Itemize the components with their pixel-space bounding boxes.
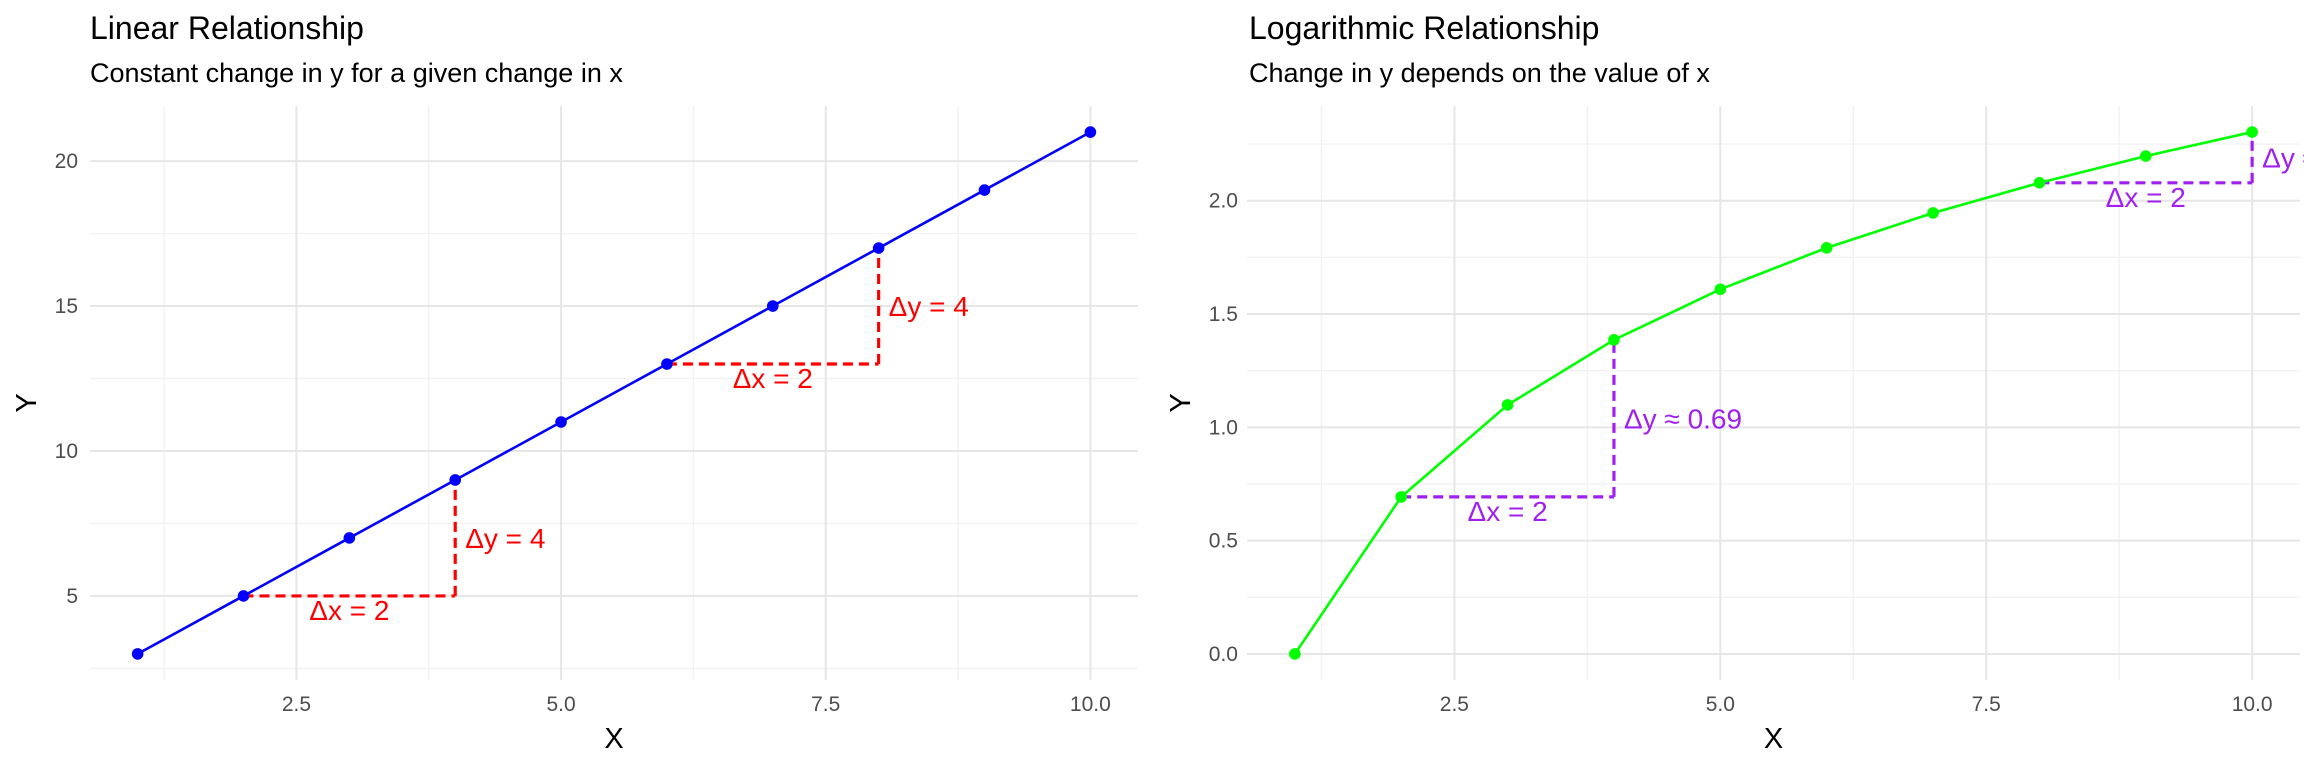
y-axis-title: Y	[1165, 393, 1197, 412]
y-tick-label: 0.0	[1209, 643, 1238, 666]
delta-y-label: Δy = 4	[465, 523, 545, 554]
x-axis-title: X	[1764, 723, 1783, 755]
x-tick-label: 2.5	[282, 693, 311, 716]
series-line	[137, 130, 1091, 656]
chart-subtitle: Constant change in y for a given change …	[90, 58, 623, 88]
x-tick-label: 7.5	[1972, 693, 2001, 716]
x-tick-label: 10.0	[1070, 693, 1111, 716]
y-tick-label: 1.0	[1209, 416, 1238, 439]
data-point	[1608, 334, 1620, 346]
series-line	[1293, 130, 2253, 655]
y-tick-label: 1.5	[1209, 303, 1238, 326]
data-point	[2139, 150, 2152, 162]
data-point	[1820, 242, 1833, 254]
delta-y-label: Δy ≈ 0.69	[1624, 403, 1742, 434]
y-tick-label: 0.5	[1209, 530, 1238, 553]
delta-x-label: Δx = 2	[1467, 496, 1547, 527]
data-point	[978, 184, 991, 196]
data-point	[766, 300, 779, 312]
y-tick-label: 2.0	[1209, 190, 1238, 213]
data-point	[1289, 648, 1301, 660]
delta-y-label: Δy = 4	[889, 291, 969, 322]
data-point	[131, 648, 144, 660]
data-point	[1395, 491, 1408, 503]
logarithmic-chart-plot: 2.5 5.0 7.5 10.0 0.0 0.5 1.0 1.5 2.0 X Y Δx = 2 Δy ≈…	[1165, 106, 2304, 755]
x-tick-label: 2.5	[1440, 693, 1469, 716]
delta-y-label: Δy ≈ 0.22	[2262, 142, 2304, 173]
chart-subtitle: Change in y depends on the value of x	[1249, 58, 1710, 88]
data-point	[1084, 126, 1097, 138]
linear-chart-panel: Linear Relationship Constant change in y…	[11, 10, 1138, 755]
data-point	[1501, 399, 1514, 411]
y-axis-title: Y	[11, 393, 43, 412]
x-tick-label: 7.5	[811, 693, 840, 716]
x-tick-label: 10.0	[2232, 693, 2273, 716]
chart-title: Logarithmic Relationship	[1249, 10, 1600, 46]
x-tick-label: 5.0	[546, 693, 575, 716]
data-point	[2033, 177, 2046, 189]
delta-x-label: Δx = 2	[733, 363, 813, 394]
data-point	[661, 358, 673, 370]
y-tick-label: 20	[55, 150, 78, 173]
delta-x-label: Δx = 2	[2106, 182, 2186, 213]
data-point	[2246, 126, 2258, 138]
x-tick-label: 5.0	[1706, 693, 1735, 716]
y-tick-label: 5	[66, 585, 78, 608]
data-point	[343, 532, 356, 544]
chart-title: Linear Relationship	[90, 10, 364, 46]
data-point	[872, 242, 885, 254]
delta-x-label: Δx = 2	[309, 595, 389, 626]
data-point	[555, 416, 567, 428]
data-point	[237, 590, 250, 602]
logarithmic-chart-panel: Logarithmic Relationship Change in y dep…	[1152, 0, 2304, 768]
data-point	[449, 474, 462, 486]
y-tick-label: 10	[55, 440, 78, 463]
x-axis-title: X	[604, 723, 623, 755]
data-point	[1714, 283, 1727, 296]
y-tick-label: 15	[55, 295, 78, 318]
data-point	[1927, 207, 1939, 219]
linear-chart-plot: 2.5 5.0 7.5 10.0 5 10 15 20 X Y Δx = 2 Δy = 4 Δx = 2…	[11, 106, 1138, 755]
